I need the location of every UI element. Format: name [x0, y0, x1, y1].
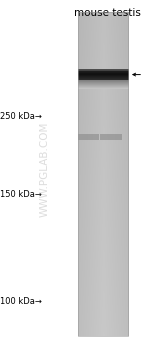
Bar	[78, 12, 128, 336]
Text: 150 kDa→: 150 kDa→	[0, 191, 42, 199]
Text: 250 kDa→: 250 kDa→	[0, 113, 42, 121]
Text: WWW.PGLAB.COM: WWW.PGLAB.COM	[40, 122, 50, 217]
Bar	[100, 134, 122, 140]
Text: 100 kDa→: 100 kDa→	[0, 297, 42, 306]
Text: mouse testis: mouse testis	[74, 8, 141, 18]
Bar	[78, 134, 99, 140]
